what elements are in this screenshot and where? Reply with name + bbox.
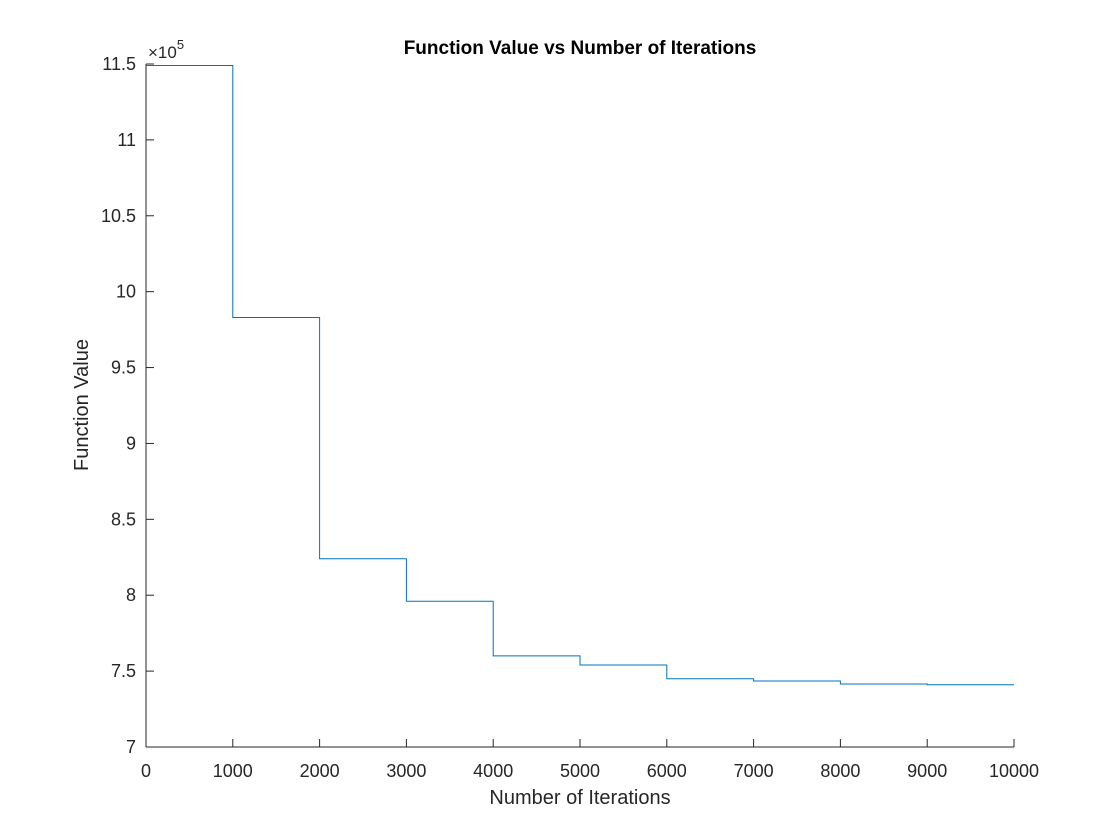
y-tick-label: 8.5 [111, 509, 136, 529]
exponent-power: 5 [177, 37, 184, 52]
x-tick-label: 8000 [820, 761, 860, 781]
x-tick-label: 6000 [647, 761, 687, 781]
y-tick-label: 10 [116, 282, 136, 302]
x-tick-label: 5000 [560, 761, 600, 781]
chart-title: Function Value vs Number of Iterations [404, 38, 757, 59]
y-tick-label: 11 [117, 130, 136, 150]
series-line [146, 65, 1014, 686]
y-axis-exponent: ×105 [148, 37, 184, 62]
x-tick-label: 10000 [989, 761, 1039, 781]
y-axis-label: Function Value [71, 339, 93, 471]
x-tick-label: 7000 [734, 761, 774, 781]
exponent-base: ×10 [148, 43, 177, 62]
y-tick-label: 7 [126, 737, 136, 757]
x-axis-label: Number of Iterations [489, 787, 670, 809]
y-tick-label: 9 [126, 433, 136, 453]
x-tick-label: 2000 [300, 761, 340, 781]
y-tick-label: 9.5 [111, 358, 136, 378]
x-tick-label: 4000 [473, 761, 513, 781]
x-tick-label: 1000 [213, 761, 253, 781]
x-tick-label: 0 [141, 761, 151, 781]
x-tick-label: 9000 [907, 761, 947, 781]
y-tick-label: 11.5 [102, 54, 136, 74]
ticks: 0 1000 2000 3000 4000 5000 6000 7000 8000 9000 100… [101, 54, 1039, 781]
x-tick-label: 3000 [386, 761, 426, 781]
y-tick-label: 10.5 [101, 206, 136, 226]
y-tick-label: 7.5 [111, 661, 136, 681]
y-tick-label: 8 [126, 585, 136, 605]
